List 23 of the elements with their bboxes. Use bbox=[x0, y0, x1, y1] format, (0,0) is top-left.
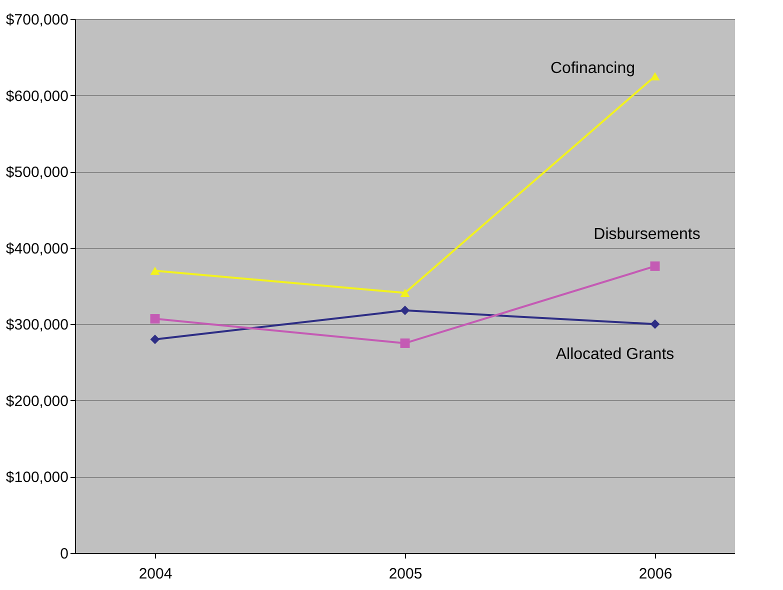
x-tick-label: 2005 bbox=[388, 566, 422, 582]
y-tick-label: $100,000 bbox=[6, 469, 68, 486]
y-tick-label: 0 bbox=[60, 546, 68, 562]
point bbox=[150, 266, 160, 275]
point bbox=[400, 338, 410, 348]
series-label: Cofinancing bbox=[550, 60, 635, 78]
x-tick-label: 2004 bbox=[138, 566, 172, 582]
point bbox=[400, 306, 410, 316]
y-tick-label: $500,000 bbox=[6, 164, 68, 182]
y-tick-label: $300,000 bbox=[6, 316, 68, 334]
y-tick-label: $400,000 bbox=[6, 240, 68, 258]
y-tick-label: $200,000 bbox=[6, 392, 68, 410]
point bbox=[150, 314, 160, 324]
point bbox=[150, 334, 160, 344]
series-label: Disbursements bbox=[594, 226, 700, 244]
x-tick-label: 2006 bbox=[638, 566, 672, 582]
point bbox=[650, 319, 660, 329]
point bbox=[400, 288, 410, 297]
point bbox=[650, 72, 660, 80]
series-label: Allocated Grants bbox=[556, 346, 674, 364]
point bbox=[650, 261, 660, 271]
y-tick-label: $700,000 bbox=[6, 12, 68, 28]
y-tick-label: $600,000 bbox=[6, 88, 68, 105]
